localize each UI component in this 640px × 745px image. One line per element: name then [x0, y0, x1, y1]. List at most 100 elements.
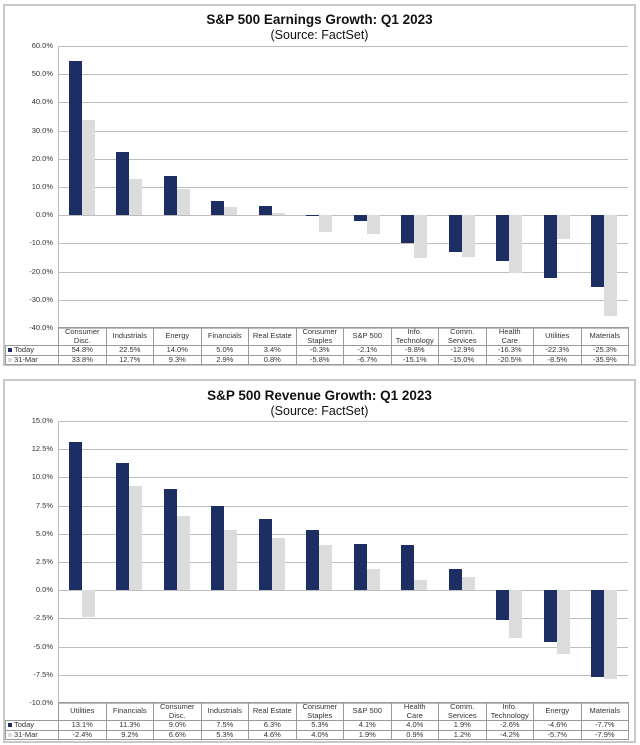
- y-tick-label: 7.5%: [35, 500, 53, 510]
- bar-31-mar: [319, 545, 333, 591]
- bar-today: [591, 590, 605, 678]
- bar-today: [353, 543, 367, 591]
- bar-today: [211, 505, 225, 591]
- gridline: [58, 674, 628, 676]
- table-cell: -2.6%: [485, 720, 534, 731]
- table-cell: 13.1%: [58, 720, 107, 731]
- y-tick-label: 2.5%: [35, 557, 53, 566]
- category-label: Financials: [105, 702, 154, 721]
- table-cell: -16.3%: [485, 345, 534, 356]
- gridline: [58, 130, 628, 132]
- table-cell: 4.6%: [248, 729, 297, 740]
- y-tick-label: -20.0%: [29, 266, 53, 276]
- table-cell: 14.0%: [153, 345, 202, 356]
- bar-31-mar: [461, 576, 475, 591]
- earnings-data-table: Consumer Disc. Industrials Energy Financials…: [5, 327, 629, 365]
- bar-today: [401, 215, 415, 243]
- y-tick-label: -10.0%: [29, 238, 53, 248]
- gridline: [58, 102, 628, 104]
- category-label: Real Estate: [248, 702, 297, 721]
- category-label: Info. Technology: [390, 327, 439, 346]
- y-tick-label: 30.0%: [31, 125, 53, 135]
- table-cell: 4.1%: [343, 720, 392, 731]
- bar-31-mar: [509, 215, 523, 273]
- table-cell: 6.3%: [248, 720, 297, 731]
- revenue-chart-subtitle: (Source: FactSet): [270, 404, 369, 418]
- bar-31-mar: [129, 486, 143, 591]
- revenue-chart-title: S&P 500 Revenue Growth: Q1 2023: [207, 388, 432, 403]
- bar-31-mar: [224, 530, 238, 591]
- category-label: Health Care: [485, 327, 534, 346]
- revenue-data-table: Utilities Financials Consumer Disc. Industri…: [5, 702, 629, 740]
- table-cell: -5.7%: [533, 729, 582, 740]
- y-tick-label: 5.0%: [35, 528, 53, 538]
- bar-31-mar: [509, 590, 523, 638]
- bar-today: [163, 488, 177, 591]
- gridline: [58, 421, 628, 422]
- bar-today: [258, 519, 272, 591]
- table-cell: 9.2%: [105, 729, 154, 740]
- bar-31-mar: [129, 179, 143, 216]
- table-cell: -4.2%: [485, 729, 534, 740]
- bar-31-mar: [271, 538, 285, 591]
- bar-31-mar: [414, 580, 428, 591]
- bar-today: [116, 151, 130, 216]
- table-corner: [6, 328, 59, 346]
- y-tick-label: 10.0%: [31, 472, 53, 482]
- category-label: Comm. Services: [438, 702, 487, 721]
- bar-31-mar: [461, 215, 475, 258]
- gridline: [58, 646, 628, 648]
- table-cell: -20.5%: [485, 354, 534, 365]
- bar-today: [496, 590, 510, 620]
- bar-today: [543, 590, 557, 643]
- bar-today: [496, 215, 510, 262]
- table-header-row: Consumer Disc. Industrials Energy Financials…: [6, 327, 629, 346]
- gridline: [58, 215, 628, 217]
- table-cell: 5.3%: [295, 720, 344, 731]
- y-tick-label: 15.0%: [31, 416, 53, 425]
- table-cell: -9.8%: [390, 345, 439, 356]
- table-cell: -4.6%: [533, 720, 582, 731]
- table-cell: -8.5%: [533, 354, 582, 365]
- category-label: Financials: [200, 327, 249, 346]
- category-label: Info. Technology: [485, 702, 534, 721]
- gridline: [58, 590, 628, 592]
- table-cell: -6.7%: [343, 354, 392, 365]
- table-cell: -35.9%: [580, 354, 629, 365]
- table-cell: 1.2%: [438, 729, 487, 740]
- table-cell: 1.9%: [438, 720, 487, 731]
- table-cell: -25.3%: [580, 345, 629, 356]
- gridline: [58, 74, 628, 76]
- table-cell: -22.3%: [533, 345, 582, 356]
- table-cell: 11.3%: [105, 720, 154, 731]
- bar-31-mar: [81, 590, 95, 618]
- y-tick-label: -10.0%: [29, 698, 53, 707]
- bar-31-mar: [319, 215, 333, 232]
- gridline: [58, 187, 628, 188]
- y-tick-label: 60.0%: [31, 41, 53, 50]
- gridline: [58, 299, 628, 301]
- legend-swatch: [8, 723, 12, 728]
- earnings-chart-title: S&P 500 Earnings Growth: Q1 2023: [206, 12, 433, 27]
- table-cell: -15.0%: [438, 354, 487, 365]
- gridline: [58, 158, 628, 160]
- table-cell: -12.9%: [438, 345, 487, 356]
- table-cell: 9.3%: [153, 354, 202, 365]
- y-tick-label: -30.0%: [29, 294, 53, 304]
- table-cell: 2.9%: [200, 354, 249, 365]
- table-cell: 6.6%: [153, 729, 202, 740]
- gridline: [58, 562, 628, 563]
- table-row: 31-Mar -2.4% 9.2% 6.6% 5.3% 4.6% 4.0% 1.9% 0.9% 1…: [5, 729, 629, 740]
- gridline: [58, 243, 628, 245]
- y-tick-label: 40.0%: [31, 97, 53, 107]
- category-label: Consumer Disc.: [58, 327, 107, 346]
- gridline: [58, 505, 628, 507]
- table-cell: 4.0%: [390, 720, 439, 731]
- bar-31-mar: [604, 215, 618, 317]
- table-cell: -7.7%: [580, 720, 629, 731]
- y-tick-label: 12.5%: [31, 444, 53, 454]
- legend-key: Today: [5, 720, 59, 731]
- category-label: Energy: [153, 327, 202, 346]
- y-tick-label: 20.0%: [31, 153, 53, 163]
- table-cell: 0.8%: [248, 354, 297, 365]
